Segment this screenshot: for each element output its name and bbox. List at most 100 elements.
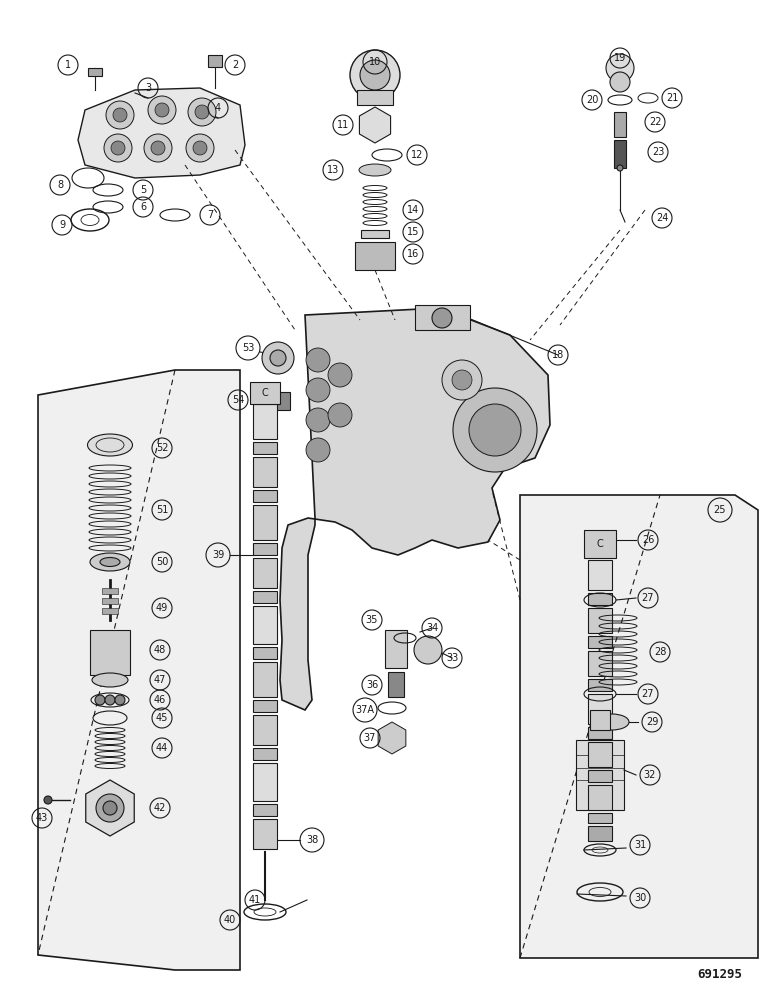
- Text: 36: 36: [366, 680, 378, 690]
- Text: 43: 43: [36, 813, 48, 823]
- Bar: [588, 770, 612, 782]
- Text: 46: 46: [154, 695, 166, 705]
- Bar: [588, 742, 612, 767]
- Bar: [588, 679, 612, 691]
- Circle shape: [270, 350, 286, 366]
- Circle shape: [442, 360, 482, 400]
- Circle shape: [144, 134, 172, 162]
- Circle shape: [452, 370, 472, 390]
- Text: 48: 48: [154, 645, 166, 655]
- Bar: [88, 68, 102, 76]
- Text: 4: 4: [215, 103, 221, 113]
- Circle shape: [610, 72, 630, 92]
- Text: 45: 45: [156, 713, 168, 723]
- Bar: [250, 382, 280, 404]
- Polygon shape: [520, 495, 758, 958]
- Text: 23: 23: [652, 147, 664, 157]
- Circle shape: [106, 101, 134, 129]
- Text: 54: 54: [232, 395, 244, 405]
- Bar: [253, 404, 277, 439]
- Circle shape: [195, 105, 209, 119]
- Text: C: C: [597, 539, 604, 549]
- Bar: [357, 90, 393, 105]
- Text: 6: 6: [140, 202, 146, 212]
- Ellipse shape: [100, 558, 120, 566]
- Bar: [253, 457, 277, 487]
- Circle shape: [188, 98, 216, 126]
- Bar: [588, 636, 612, 648]
- Text: 18: 18: [552, 350, 564, 360]
- Bar: [388, 672, 404, 697]
- Circle shape: [328, 403, 352, 427]
- Text: 30: 30: [634, 893, 646, 903]
- Bar: [253, 606, 277, 644]
- Circle shape: [105, 695, 115, 705]
- Text: 27: 27: [642, 593, 654, 603]
- Circle shape: [328, 363, 352, 387]
- Text: 44: 44: [156, 743, 168, 753]
- Text: 11: 11: [337, 120, 349, 130]
- Text: 49: 49: [156, 603, 168, 613]
- Circle shape: [155, 103, 169, 117]
- Text: 24: 24: [655, 213, 669, 223]
- Bar: [588, 813, 612, 823]
- Circle shape: [350, 50, 400, 100]
- Bar: [102, 608, 118, 614]
- Bar: [361, 230, 389, 238]
- Text: 37: 37: [364, 733, 376, 743]
- Bar: [588, 826, 612, 841]
- Text: 10: 10: [369, 57, 381, 67]
- Polygon shape: [78, 88, 245, 178]
- Circle shape: [306, 408, 330, 432]
- Circle shape: [360, 60, 390, 90]
- Circle shape: [111, 141, 125, 155]
- Bar: [208, 55, 222, 67]
- Text: 2: 2: [232, 60, 238, 70]
- Bar: [253, 819, 277, 849]
- Ellipse shape: [90, 553, 130, 571]
- Text: 9: 9: [59, 220, 65, 230]
- Text: 25: 25: [714, 505, 726, 515]
- Polygon shape: [86, 780, 134, 836]
- Circle shape: [104, 134, 132, 162]
- Text: 3: 3: [145, 83, 151, 93]
- Text: C: C: [262, 388, 269, 398]
- Circle shape: [432, 308, 452, 328]
- Polygon shape: [378, 722, 406, 754]
- Text: 15: 15: [407, 227, 419, 237]
- Bar: [253, 748, 277, 760]
- Bar: [253, 763, 277, 801]
- Text: 33: 33: [446, 653, 458, 663]
- Circle shape: [306, 348, 330, 372]
- Text: 29: 29: [646, 717, 659, 727]
- Bar: [588, 785, 612, 810]
- Circle shape: [306, 378, 330, 402]
- Text: 27: 27: [642, 689, 654, 699]
- Polygon shape: [280, 308, 550, 710]
- Text: 52: 52: [156, 443, 168, 453]
- Circle shape: [306, 438, 330, 462]
- Bar: [415, 305, 470, 330]
- Bar: [588, 694, 612, 724]
- Polygon shape: [38, 370, 240, 970]
- Bar: [355, 242, 395, 270]
- Bar: [253, 804, 277, 816]
- Circle shape: [148, 96, 176, 124]
- Circle shape: [606, 54, 634, 82]
- Text: 1: 1: [65, 60, 71, 70]
- Circle shape: [113, 108, 127, 122]
- Circle shape: [469, 404, 521, 456]
- Text: 47: 47: [154, 675, 166, 685]
- Circle shape: [186, 134, 214, 162]
- Text: 16: 16: [407, 249, 419, 259]
- Bar: [253, 442, 277, 454]
- Text: 14: 14: [407, 205, 419, 215]
- Bar: [588, 593, 612, 605]
- Circle shape: [151, 141, 165, 155]
- Bar: [584, 530, 616, 558]
- Bar: [268, 392, 290, 410]
- Bar: [588, 651, 612, 676]
- Circle shape: [115, 695, 125, 705]
- Text: 39: 39: [212, 550, 224, 560]
- Text: 28: 28: [654, 647, 666, 657]
